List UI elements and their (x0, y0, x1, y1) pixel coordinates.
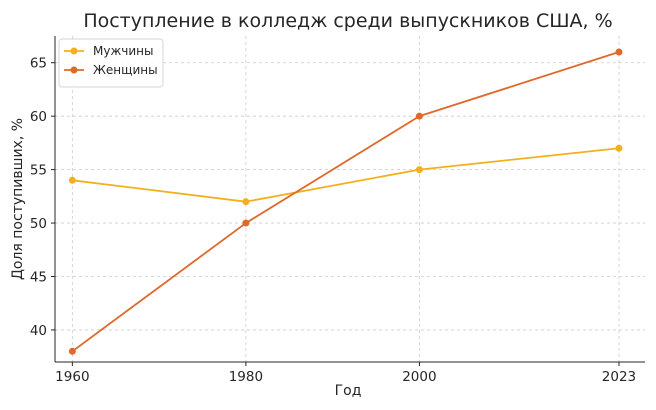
legend-marker (70, 66, 78, 74)
legend: Мужчины Женщины (58, 38, 164, 88)
data-point (242, 219, 250, 227)
y-tick-label: 65 (30, 56, 47, 72)
data-point (615, 48, 623, 56)
series-line (71, 51, 620, 353)
series-women (68, 48, 623, 355)
x-tick-label: 2023 (602, 369, 636, 385)
data-point (615, 144, 623, 152)
legend-item: Женщины (64, 63, 158, 77)
series-men (68, 144, 623, 206)
x-axis-ticks: 1960 1980 2000 2023 (55, 362, 636, 385)
data-point (68, 176, 76, 184)
x-axis-label: Год (335, 383, 362, 399)
data-point (415, 112, 423, 120)
legend-label: Женщины (93, 63, 158, 77)
y-axis-label: Доля поступивших, % (10, 118, 26, 280)
series-line (72, 147, 620, 203)
y-tick-label: 40 (30, 323, 47, 339)
legend-box (58, 38, 164, 88)
legend-label: Мужчины (93, 44, 153, 58)
y-tick-label: 55 (30, 163, 47, 179)
series (68, 48, 623, 355)
legend-item: Мужчины (64, 44, 153, 58)
y-axis-ticks: 40 45 50 55 60 65 (30, 56, 55, 339)
x-tick-label: 2000 (402, 369, 436, 385)
data-point (68, 347, 76, 355)
y-tick-label: 45 (30, 269, 47, 285)
y-tick-label: 60 (30, 109, 47, 125)
x-tick-label: 1980 (229, 369, 263, 385)
x-tick-label: 1960 (55, 369, 89, 385)
data-point (242, 198, 250, 206)
chart-title: Поступление в колледж среди выпускников … (83, 10, 612, 32)
legend-marker (70, 47, 78, 55)
y-tick-label: 50 (30, 216, 47, 232)
data-point (415, 166, 423, 174)
